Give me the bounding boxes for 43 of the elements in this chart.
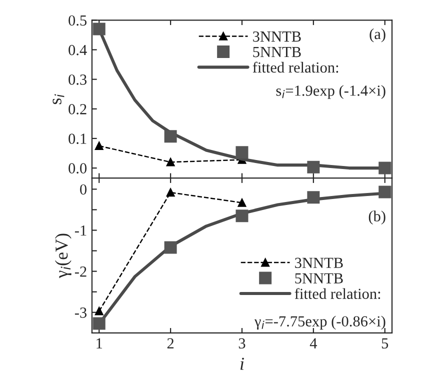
y-axis-title: γ$_{i}$(eV): [55, 234, 72, 278]
legend-label: 5NNTB: [253, 47, 301, 58]
y-tick-label: 0.1: [68, 134, 86, 144]
x-tick-label: 3: [238, 338, 246, 349]
point: [307, 191, 320, 204]
y-tick-label: 0.5: [68, 15, 87, 26]
x-axis-title: i: [240, 358, 244, 370]
point: [92, 22, 106, 36]
point: [164, 241, 177, 254]
legend-label: fitted relation:: [252, 62, 338, 73]
legend-label: 5NNTB: [295, 273, 343, 284]
y-tick-label: -3: [74, 308, 87, 318]
y-tick-label: 0.0: [68, 163, 87, 174]
annotation: γ$_{i}$=-7.75exp (-0.86×i): [254, 316, 386, 330]
legend-label: fitted relation:: [294, 288, 380, 300]
point: [92, 317, 106, 330]
annotation: (a): [370, 28, 386, 42]
legend-label: 3NNTB: [253, 31, 301, 42]
y-tick-label: 0.3: [68, 74, 87, 85]
annotation: s$_{i}$=1.9exp (-1.4×i): [276, 85, 386, 99]
y-tick-label: -1: [74, 225, 86, 236]
point: [378, 162, 392, 174]
point: [378, 186, 392, 198]
y-tick-label: -2: [74, 266, 86, 277]
point: [236, 210, 248, 222]
point: [236, 146, 248, 159]
annotation: (b): [368, 210, 386, 225]
x-tick-label: 2: [167, 338, 174, 348]
point: [238, 198, 246, 207]
point: [164, 130, 177, 143]
point: [94, 306, 104, 316]
x-tick-label: 4: [310, 338, 318, 348]
point: [94, 142, 104, 150]
point: [166, 158, 175, 166]
y-tick-label: 0.2: [68, 104, 86, 114]
x-tick-label: 1: [96, 338, 102, 348]
legend-label: 3NNTB: [295, 258, 343, 268]
point: [307, 160, 320, 174]
point: [166, 188, 175, 197]
y-tick-label: 0: [80, 184, 87, 195]
y-axis-title: s$_{i}$: [52, 94, 64, 104]
x-tick-label: 5: [382, 338, 388, 349]
y-tick-label: 0.4: [68, 44, 87, 56]
